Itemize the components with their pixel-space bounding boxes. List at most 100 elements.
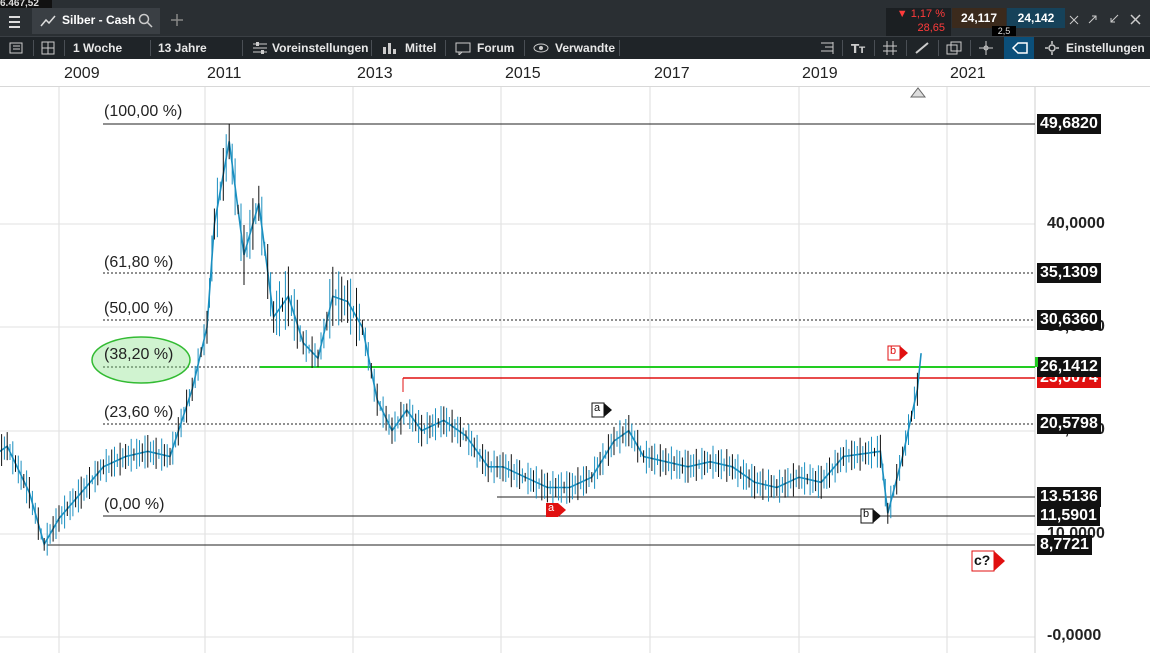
wave-text-c: c?	[974, 552, 991, 568]
divider	[970, 40, 971, 56]
year-label: 2011	[207, 65, 242, 82]
divider	[150, 40, 151, 56]
list-icon	[9, 42, 23, 54]
fib-label-23: (23,60 %)	[104, 404, 174, 421]
year-label: 2013	[357, 65, 393, 82]
horizontal-gridlines	[0, 223, 1035, 638]
list-view-button[interactable]	[8, 37, 24, 59]
tab-silber-cash[interactable]: Silber - Cash	[32, 8, 160, 34]
presets-button[interactable]: Voreinstellungen	[272, 41, 369, 55]
fib-label-61: (61,80 %)	[104, 254, 174, 271]
mittel-button[interactable]: Mittel	[405, 41, 437, 55]
expand-icon[interactable]	[1088, 15, 1097, 24]
divider	[371, 40, 372, 56]
green-marker	[1035, 357, 1038, 367]
wave-text-a-red: a	[548, 502, 555, 514]
windows-icon[interactable]	[946, 41, 962, 55]
scroll-marker-icon[interactable]	[909, 87, 927, 98]
price-box-30[interactable]: 30,6360	[1037, 310, 1101, 330]
verwandte-button[interactable]: Verwandte	[555, 41, 616, 55]
ask-price[interactable]: 24,142	[1007, 8, 1065, 28]
divider	[619, 40, 620, 56]
svg-text:T: T	[851, 42, 860, 55]
price-box-8[interactable]: 8,7721	[1037, 535, 1092, 555]
wave-label-b-black[interactable]	[860, 508, 881, 524]
layout-button[interactable]	[40, 37, 56, 59]
highlight-ellipse	[91, 336, 191, 384]
price-chart[interactable]	[0, 87, 1150, 653]
window-header: 6.467,52 Silber - Cash ▼ 1,17 % 28,65 24…	[0, 0, 1150, 36]
plus-icon	[171, 14, 183, 26]
wave-label-a-red[interactable]	[546, 503, 566, 517]
price-line	[0, 141, 922, 547]
chart-toolbar: 1 Woche 13 Jahre Voreinstellungen Mittel…	[0, 36, 1150, 59]
price-box-35[interactable]: 35,1309	[1037, 263, 1101, 283]
y-tick-0: -0,0000	[1047, 627, 1102, 644]
close-icon[interactable]	[1130, 14, 1141, 25]
year-label: 2019	[802, 65, 838, 82]
link-icon[interactable]	[1069, 15, 1079, 25]
grid-icon[interactable]	[882, 41, 898, 55]
wave-label-c-red[interactable]	[971, 550, 1005, 572]
wave-label-a-black[interactable]	[591, 402, 612, 418]
divider	[874, 40, 875, 56]
add-tab-button[interactable]	[168, 11, 186, 29]
eye-icon	[533, 43, 549, 53]
price-box-26[interactable]: 26,1412	[1037, 357, 1101, 377]
price-box-49[interactable]: 49,6820	[1037, 114, 1101, 134]
vertical-gridlines	[58, 87, 948, 653]
settings-button[interactable]: Einstellungen	[1066, 41, 1145, 55]
hamburger-icon	[9, 16, 20, 28]
price-box-11[interactable]: 11,5901	[1037, 506, 1100, 526]
divider	[64, 40, 65, 56]
gear-icon	[1045, 41, 1059, 55]
search-icon	[138, 13, 153, 28]
line-chart-icon	[40, 15, 56, 27]
change-abs: 28,65	[917, 22, 945, 34]
wave-label-b-red[interactable]	[887, 345, 908, 361]
presets-icon	[253, 42, 267, 54]
range-select[interactable]: 13 Jahre	[158, 41, 207, 55]
bid-price[interactable]: 24,117	[952, 8, 1006, 28]
divider	[842, 40, 843, 56]
fib-label-38: (38,20 %)	[104, 346, 174, 363]
divider	[906, 40, 907, 56]
forum-icon	[455, 42, 471, 55]
corner-ticker: 6.467,52	[0, 0, 52, 9]
tab-title: Silber - Cash	[62, 13, 136, 27]
price-box-13[interactable]: 13.5136	[1037, 487, 1101, 507]
wave-text-a: a	[594, 402, 601, 414]
tag-icon	[1011, 42, 1028, 54]
time-axis[interactable]: 2009 2011 2013 2015 2017 2019 2021	[0, 59, 1150, 87]
menu-button[interactable]	[0, 8, 30, 36]
bar-chart-icon	[383, 43, 396, 54]
window-controls[interactable]	[1068, 12, 1150, 28]
ruler-icon[interactable]	[914, 41, 930, 55]
collapse-icon[interactable]	[1110, 14, 1119, 23]
spread-value: 2,5	[992, 26, 1016, 36]
grid-layout-icon	[41, 41, 55, 55]
crosshair-icon[interactable]	[978, 41, 994, 55]
year-label: 2009	[64, 65, 100, 82]
price-series	[0, 123, 922, 556]
y-tick-40: 40,0000	[1047, 215, 1105, 232]
divider	[33, 40, 34, 56]
svg-text:T: T	[859, 46, 866, 55]
year-label: 2015	[505, 65, 541, 82]
marker-tool-button[interactable]	[1004, 37, 1034, 59]
divider	[445, 40, 446, 56]
wave-text-b-black: b	[863, 508, 870, 520]
year-label: 2017	[654, 65, 690, 82]
price-box-20[interactable]: 20,5798	[1037, 414, 1101, 434]
fib-label-100: (100,00 %)	[104, 103, 183, 120]
interval-select[interactable]: 1 Woche	[73, 41, 123, 55]
change-pct: ▼ 1,17 %	[896, 8, 945, 20]
wave-text-b: b	[890, 345, 897, 357]
fib-label-0: (0,00 %)	[104, 496, 165, 513]
forum-button[interactable]: Forum	[477, 41, 515, 55]
year-label: 2021	[950, 65, 986, 82]
divider	[242, 40, 243, 56]
change-panel: ▼ 1,17 % 28,65	[886, 8, 951, 36]
align-right-icon[interactable]	[818, 41, 836, 55]
